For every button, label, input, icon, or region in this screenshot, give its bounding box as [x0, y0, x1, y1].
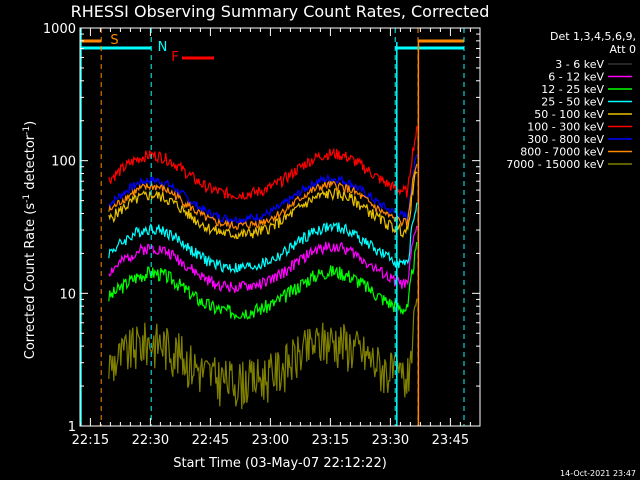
series-line-7 [108, 154, 418, 226]
y-axis-label-part2: detector [23, 134, 38, 194]
flag-annotation: F [171, 50, 178, 65]
legend-entry-label: 100 - 300 keV [527, 121, 604, 134]
plot-frame [79, 27, 481, 427]
flag-bars: S NF [80, 33, 464, 65]
y-axis-label-part3: ) [23, 121, 38, 126]
x-tick-label: 22:45 [192, 433, 229, 448]
series-line-3 [108, 241, 418, 321]
legend-entry-label: 25 - 50 keV [541, 96, 604, 109]
y-tick-label: 1 [68, 420, 76, 435]
series-line-6 [108, 125, 418, 201]
series-line-8 [108, 163, 418, 230]
y-axis-label-sup2: -1 [22, 126, 32, 135]
flag-annotation: S [110, 33, 118, 48]
flag-annotation: N [158, 40, 168, 55]
legend-entry-label: 800 - 7000 keV [520, 146, 604, 159]
series-line-9 [108, 298, 418, 410]
series-lines [108, 125, 418, 410]
series-line-4 [108, 202, 418, 275]
chart-title: RHESSI Observing Summary Count Rates, Co… [71, 2, 490, 21]
x-tick-label: 23:30 [372, 433, 409, 448]
legend-entry-label: 6 - 12 keV [548, 71, 604, 84]
y-tick-label: 100 [51, 155, 76, 170]
series-line-5 [108, 170, 418, 240]
x-tick-label: 22:30 [132, 433, 169, 448]
legend-entry-label: 50 - 100 keV [534, 108, 604, 121]
x-axis-label: Start Time (03-May-07 22:12:22) [173, 456, 387, 471]
legend-entry-label: 3 - 6 keV [555, 58, 604, 71]
x-tick-label: 23:00 [252, 433, 289, 448]
tick-labels: 1 10 100 1000 22:15 22:30 22:45 23:00 23:15 23:30… [43, 22, 469, 448]
y-axis-label: Corrected Count Rate (s-1 detector-1) [22, 121, 38, 359]
footer-date: 14-Oct-2021 23:47 [560, 469, 636, 478]
legend-header: Det 1,3,4,5,6,9, [550, 30, 636, 43]
series-line-2 [108, 225, 418, 293]
y-axis-label-sup1: -1 [22, 194, 32, 203]
x-tick-label: 23:15 [312, 433, 349, 448]
legend-entry-label: 300 - 800 keV [527, 133, 604, 146]
y-tick-label: 1000 [43, 22, 76, 37]
legend-entry-label: 12 - 25 keV [541, 83, 604, 96]
x-tick-label: 22:15 [72, 433, 109, 448]
axes [79, 27, 481, 427]
y-tick-label: 10 [59, 287, 76, 302]
legend-entry-label: 7000 - 15000 keV [506, 158, 604, 171]
legend-header: Att 0 [610, 43, 636, 56]
x-tick-label: 23:45 [432, 433, 469, 448]
vertical-markers [80, 28, 465, 426]
y-axis-label-part1: Corrected Count Rate (s [23, 203, 38, 360]
series-line-1 [108, 237, 418, 315]
